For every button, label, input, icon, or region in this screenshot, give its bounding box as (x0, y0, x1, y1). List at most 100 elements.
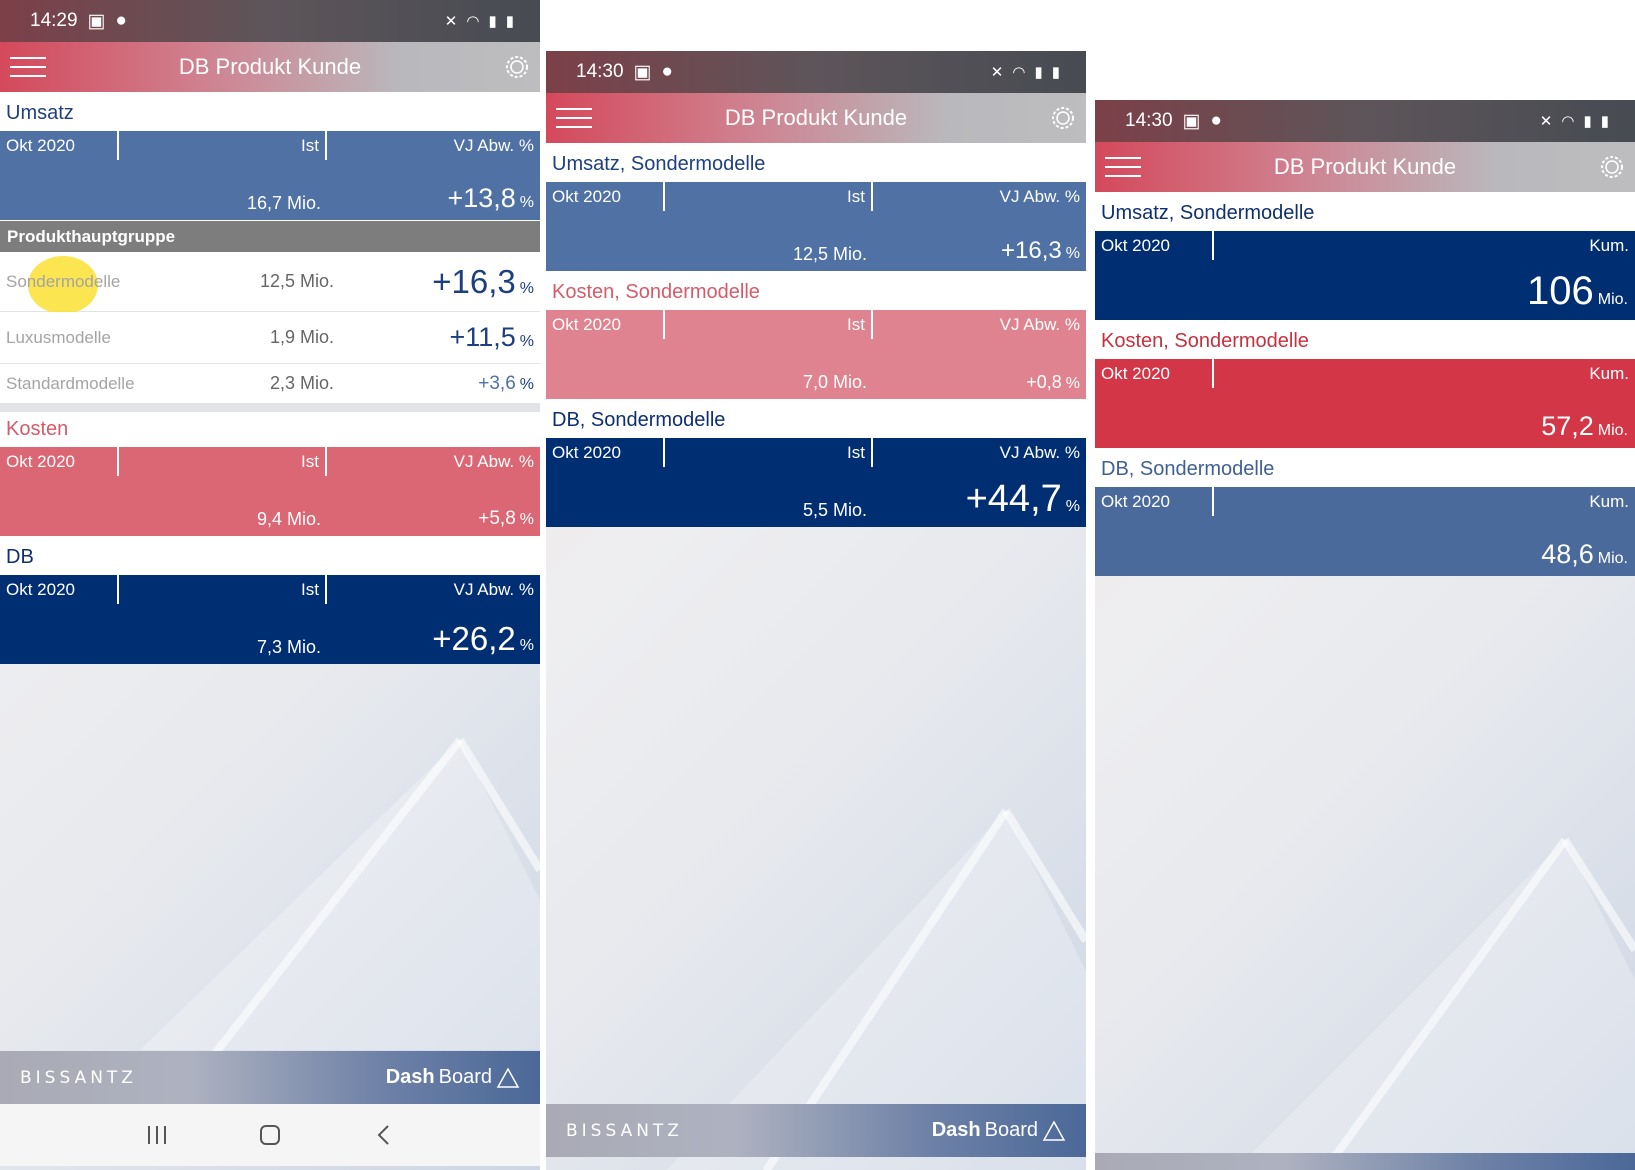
kpi-tile-db[interactable]: 48,6 Mio. (1095, 516, 1635, 576)
wifi-icon: ◠ (1561, 113, 1575, 130)
footer-bar (1095, 1153, 1635, 1170)
signal-icon: ▮ (1034, 64, 1043, 81)
wifi-icon: ◠ (466, 13, 480, 30)
kpi-header-kosten: Okt 2020 Kum. (1095, 358, 1635, 388)
gear-icon[interactable] (1599, 154, 1625, 180)
vj-unit: % (1065, 245, 1080, 262)
vj-unit: % (519, 194, 534, 211)
menu-icon[interactable] (1105, 157, 1141, 177)
kpi-tile-kosten[interactable]: 9,4 Mio. +5,8% (0, 476, 540, 536)
kpi-header-kosten: Okt 2020 Ist VJ Abw. % (546, 309, 1086, 339)
android-nav-bar (0, 1104, 540, 1166)
gallery-icon: ▣ (87, 10, 106, 32)
list-item[interactable]: Standardmodelle 2,3 Mio. +3,6% (0, 364, 540, 404)
vj-value: +5,8 (478, 508, 516, 529)
list-item[interactable]: Sondermodelle 12,5 Mio. +16,3% (0, 252, 540, 314)
section-title-kosten: Kosten, Sondermodelle (546, 271, 1086, 309)
back-icon[interactable] (363, 1115, 403, 1155)
kpi-header-db: Okt 2020 Ist VJ Abw. % (0, 574, 540, 604)
triangle-logo-icon (496, 1066, 520, 1088)
gear-icon[interactable] (504, 54, 530, 80)
vj-value: +0,8 (1026, 372, 1062, 392)
app-bar: DB Produkt Kunde (0, 42, 540, 92)
vj-value: +13,8 (447, 183, 516, 213)
kum-value: 106 (1527, 269, 1594, 313)
gallery-icon: ▣ (633, 61, 652, 83)
battery-icon: ▮ (1051, 64, 1060, 81)
column-vj: VJ Abw. % (999, 314, 1080, 334)
product-value: 2,3 Mio. (269, 373, 334, 393)
pct-unit: % (519, 279, 534, 297)
column-vj: VJ Abw. % (453, 135, 534, 155)
menu-icon[interactable] (556, 108, 592, 128)
status-bar: 14:29 ▣ ● ✕ ◠ ▮ ▮ (0, 0, 540, 42)
status-time: 14:30 (1125, 110, 1173, 131)
kpi-tile-umsatz[interactable]: 16,7 Mio. +13,8% (0, 160, 540, 220)
brand-logo: BISSANTZ (20, 1067, 137, 1088)
section-title-db: DB, Sondermodelle (546, 399, 1086, 437)
product-pct: +3,6 (478, 372, 516, 394)
kum-unit: Mio. (1597, 422, 1628, 439)
dashboard-logo: Dash Board (386, 1066, 520, 1089)
footer-bar: BISSANTZ Dash Board (0, 1051, 540, 1104)
ist-value: 16,7 Mio. (246, 193, 321, 213)
kpi-header-umsatz: Okt 2020 Ist VJ Abw. % (0, 130, 540, 160)
period-label: Okt 2020 (0, 447, 119, 476)
product-value: 12,5 Mio. (259, 271, 334, 291)
section-title-kosten: Kosten (0, 412, 540, 446)
kpi-tile-kosten[interactable]: 57,2 Mio. (1095, 388, 1635, 448)
ist-value: 7,3 Mio. (256, 637, 321, 657)
screen-3: 14:30 ▣ ● ✕ ◠ ▮ ▮ DB Produkt Kunde Umsat… (1095, 100, 1635, 1170)
pct-unit: % (519, 375, 534, 393)
product-name: Sondermodelle (6, 271, 121, 291)
wifi-icon: ◠ (1012, 64, 1026, 81)
column-kum: Kum. (1589, 235, 1629, 255)
column-ist: Ist (665, 438, 873, 467)
period-label: Okt 2020 (1095, 359, 1214, 388)
status-bar: 14:30 ▣ ● ✕ ◠ ▮ ▮ (1095, 100, 1635, 142)
kpi-tile-db[interactable]: 7,3 Mio. +26,2% (0, 604, 540, 664)
kpi-header-kosten: Okt 2020 Ist VJ Abw. % (0, 446, 540, 476)
product-pct: +16,3 (432, 262, 516, 300)
column-ist: Ist (119, 575, 327, 604)
battery-icon: ▮ (505, 13, 514, 30)
kpi-header-db: Okt 2020 Ist VJ Abw. % (546, 437, 1086, 467)
background-triangle-decoration (140, 737, 540, 1060)
column-vj: VJ Abw. % (999, 186, 1080, 206)
column-vj: VJ Abw. % (453, 579, 534, 599)
kum-value: 57,2 (1541, 411, 1594, 441)
footer-bar: BISSANTZ Dash Board (546, 1104, 1086, 1157)
app-bar: DB Produkt Kunde (546, 93, 1086, 143)
ist-value: 5,5 Mio. (802, 500, 867, 520)
vj-value: +16,3 (1001, 237, 1062, 264)
status-time: 14:29 (30, 10, 78, 31)
status-time: 14:30 (576, 61, 624, 82)
dashboard-logo: Dash Board (932, 1119, 1066, 1142)
location-icon: ● (661, 61, 673, 82)
kum-unit: Mio. (1597, 291, 1628, 308)
screen-2: 14:30 ▣ ● ✕ ◠ ▮ ▮ DB Produkt Kunde Umsat… (546, 51, 1086, 1170)
product-pct: +11,5 (449, 322, 516, 352)
product-name: Standardmodelle (6, 373, 135, 393)
kpi-tile-kosten[interactable]: 7,0 Mio. +0,8% (546, 339, 1086, 399)
signal-icon: ▮ (1583, 113, 1592, 130)
section-title-db: DB (0, 536, 540, 574)
menu-icon[interactable] (10, 57, 46, 77)
app-title: DB Produkt Kunde (1273, 154, 1457, 179)
ist-value: 9,4 Mio. (256, 509, 321, 529)
recent-apps-icon[interactable] (137, 1115, 177, 1155)
period-label: Okt 2020 (0, 575, 119, 604)
period-label: Okt 2020 (0, 131, 119, 160)
gear-icon[interactable] (1050, 105, 1076, 131)
column-kum: Kum. (1589, 363, 1629, 383)
vj-unit: % (1065, 375, 1080, 392)
background-triangle-decoration (1235, 837, 1635, 1170)
kpi-tile-umsatz[interactable]: 106 Mio. (1095, 260, 1635, 320)
home-icon[interactable] (250, 1115, 290, 1155)
column-ist: Ist (119, 447, 327, 476)
list-item[interactable]: Luxusmodelle 1,9 Mio. +11,5% (0, 312, 540, 364)
location-icon: ● (1210, 110, 1222, 131)
kpi-tile-umsatz[interactable]: 12,5 Mio. +16,3% (546, 211, 1086, 271)
kpi-tile-db[interactable]: 5,5 Mio. +44,7% (546, 467, 1086, 527)
app-title: DB Produkt Kunde (724, 105, 908, 130)
